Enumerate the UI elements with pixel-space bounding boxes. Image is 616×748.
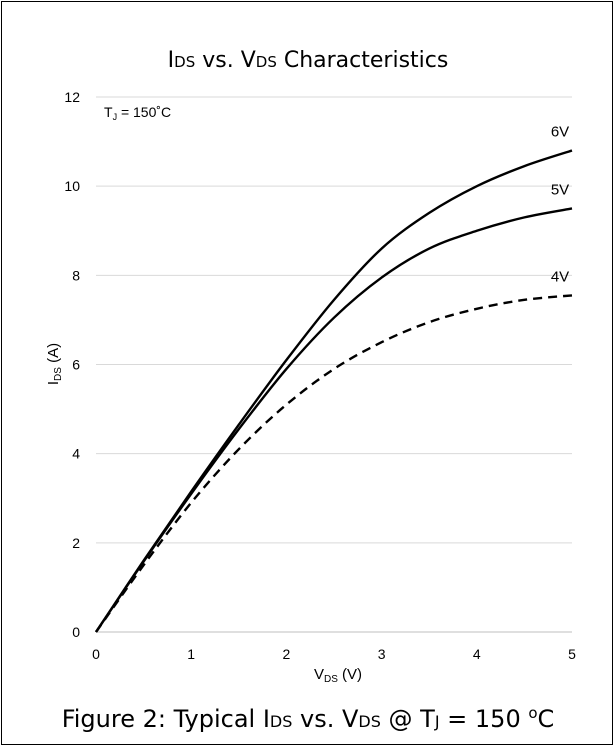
y-axis-label: IDS (A) [45,343,64,385]
x-tick-label: 5 [568,646,576,662]
x-tick-labels: 0 1 2 3 4 5 [92,646,576,662]
x-tick-label: 1 [187,646,195,662]
y-tick-label: 6 [72,357,80,373]
series-lines [95,149,573,633]
annotation-tj: TJ = 150˚C [104,104,171,122]
grid-lines [96,96,572,544]
series-labels: 6V 5V 4V [551,124,569,286]
x-tick-label: 3 [378,646,386,662]
x-tick-label: 0 [92,646,100,662]
series-line-4v [95,294,573,633]
chart-title: IDS vs. VDS Characteristics [168,48,449,73]
y-tick-label: 2 [72,535,80,551]
y-tick-label: 10 [64,178,80,194]
series-label-5v: 5V [551,181,569,198]
series-label-4v: 4V [551,268,569,285]
y-tick-label: 0 [72,624,80,640]
x-tick-label: 4 [473,646,481,662]
y-tick-label: 4 [72,446,80,462]
series-line-5v [95,207,573,633]
x-tick-label: 2 [283,646,291,662]
figure-caption: Figure 2: Typical IDS vs. VDS @ TJ = 150… [61,704,555,733]
y-tick-label: 12 [64,89,80,105]
y-tick-labels: 0 2 4 6 8 10 12 [64,89,80,640]
x-axis-label: VDS (V) [314,666,362,685]
series-label-6v: 6V [551,124,569,141]
y-tick-label: 8 [72,267,80,283]
